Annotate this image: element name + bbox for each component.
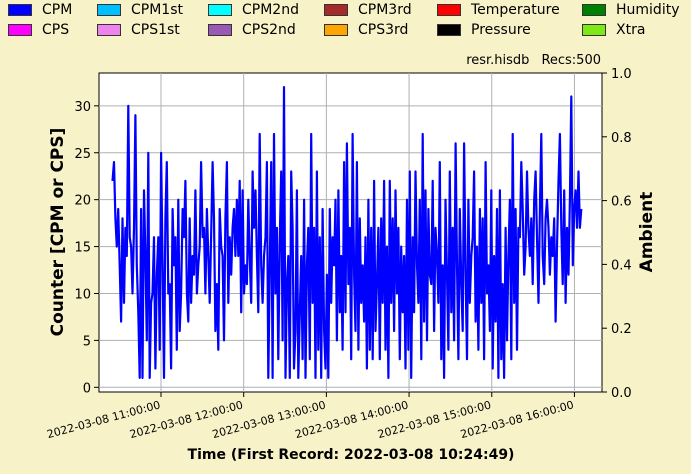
legend-swatch [582,24,606,36]
legend-label: Humidity [616,2,680,18]
legend-label: Pressure [471,22,531,38]
y-tick-label: 30 [74,100,91,115]
y-tick-label: 0 [83,381,91,396]
series-line-cpm [111,85,583,379]
legend-label: CPM3rd [358,2,412,18]
legend-swatch [208,24,232,36]
legend-swatch [8,4,32,16]
legend-label: CPS3rd [358,22,409,38]
info-text: resr.hisdb Recs:500 [466,53,601,68]
y2-tick-label: 0.2 [611,322,632,337]
legend-label: CPS [42,22,70,38]
legend-label: CPS2nd [242,22,296,38]
legend-item-cpm2nd: CPM2nd [208,2,299,18]
y-tick-label: 25 [74,147,91,162]
legend-item-humidity: Humidity [582,2,679,18]
legend-label: Xtra [616,22,646,38]
legend-swatch [582,4,606,16]
legend-label: CPS1st [131,22,180,38]
legend: CPM CPM1st CPM2nd CPM3rd Temperature Humidity… [0,0,691,44]
legend-swatch [324,24,348,36]
legend-label: CPM1st [131,2,183,18]
y2-tick-label: 0.6 [611,195,632,210]
legend-item-cps1st: CPS1st [97,22,180,38]
legend-swatch [437,4,461,16]
legend-swatch [437,24,461,36]
legend-item-cps2nd: CPS2nd [208,22,296,38]
y2-tick-label: 1.0 [611,67,632,82]
y2-axis-title: Ambient [637,192,657,273]
legend-item-temperature: Temperature [437,2,560,18]
x-axis-title: Time (First Record: 2022-03-08 10:24:49) [188,447,515,463]
series-layer [111,85,583,379]
info-records: Recs:500 [541,53,601,68]
legend-swatch [324,4,348,16]
legend-swatch [208,4,232,16]
legend-item-cpm: CPM [8,2,72,18]
legend-item-pressure: Pressure [437,22,531,38]
legend-swatch [8,24,32,36]
legend-item-xtra: Xtra [582,22,645,38]
y-axis: 0 5 10 15 20 25 30 [74,100,99,396]
y-axis-title: Counter [CPM or CPS] [48,128,68,337]
legend-swatch [97,24,121,36]
legend-item-cpm3rd: CPM3rd [324,2,412,18]
y-tick-label: 20 [74,194,91,209]
legend-swatch [97,4,121,16]
y-tick-label: 15 [74,241,91,256]
info-file: resr.hisdb [466,53,529,68]
legend-item-cps3rd: CPS3rd [324,22,408,38]
legend-item-cps: CPS [8,22,69,38]
y2-tick-label: 0.0 [611,386,632,401]
legend-label: Temperature [471,2,560,18]
y2-tick-label: 0.4 [611,258,632,273]
y2-axis: 0.0 0.2 0.4 0.6 0.8 1.0 [602,67,632,401]
y2-tick-label: 0.8 [611,131,632,146]
y-tick-label: 10 [74,287,91,302]
legend-label: CPM [42,2,73,18]
legend-label: CPM2nd [242,2,299,18]
y-tick-label: 5 [83,334,91,349]
legend-item-cpm1st: CPM1st [97,2,183,18]
